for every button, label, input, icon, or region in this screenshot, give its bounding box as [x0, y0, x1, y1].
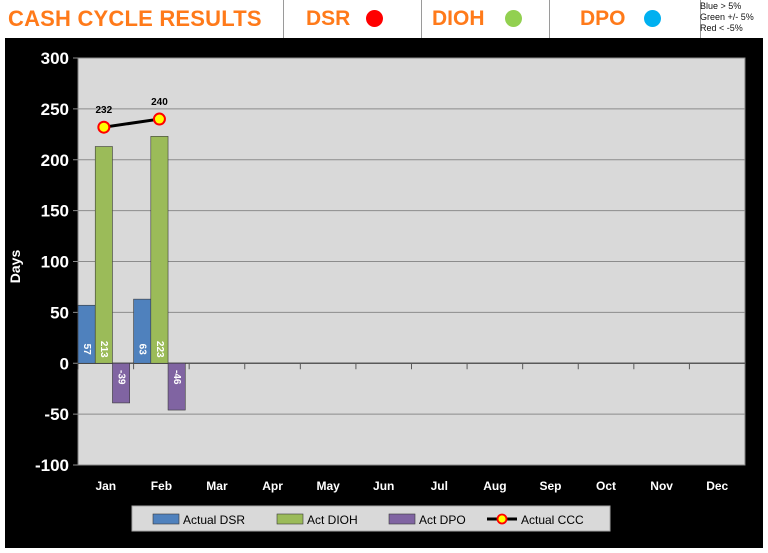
dioh-indicator: DIOH	[421, 0, 549, 38]
cash-cycle-chart: 300 250 200 150 100 50 0 -50 -100 Days Jan Feb Mar Ap…	[5, 38, 763, 548]
x-tick-label: Jan	[95, 479, 116, 493]
legend-dsr-swatch	[152, 513, 180, 525]
dpo-bar	[167, 362, 186, 411]
dpo-status-dot-icon	[644, 10, 661, 27]
dsr-indicator: DSR	[283, 0, 421, 38]
chart-svg: 300 250 200 150 100 50 0 -50 -100 Days Jan Feb Mar Ap…	[7, 49, 746, 532]
x-tick-label: Aug	[483, 479, 506, 493]
y-tick-label: 200	[41, 151, 69, 170]
dpo-bar-value-label: -39	[115, 370, 126, 385]
x-tick-label: Feb	[151, 479, 172, 493]
ccc-marker	[97, 120, 111, 134]
dioh-bar-value-label: 223	[154, 341, 165, 358]
x-tick-label: Apr	[262, 479, 283, 493]
ccc-value-label: 240	[151, 97, 168, 108]
y-tick-label: -100	[35, 456, 69, 475]
threshold-notes: Blue > 5% Green +/- 5% Red < -5%	[700, 1, 754, 34]
ccc-value-label: 232	[96, 105, 113, 116]
ccc-marker	[152, 112, 166, 126]
x-tick-label: Dec	[706, 479, 728, 493]
y-tick-label: 50	[50, 303, 69, 322]
dioh-bar	[94, 146, 113, 364]
threshold-note-green: Green +/- 5%	[700, 12, 754, 22]
page-title: CASH CYCLE RESULTS	[8, 6, 262, 31]
y-tick-label: -50	[44, 405, 69, 424]
legend-ccc-label: Actual CCC	[521, 513, 584, 527]
y-tick-label: 150	[41, 202, 69, 221]
x-tick-label: Jun	[373, 479, 394, 493]
dioh-status-dot-icon	[505, 10, 522, 27]
ccc-line	[103, 117, 160, 129]
y-tick-label: 300	[41, 49, 69, 68]
dpo-indicator-label: DPO	[580, 7, 626, 30]
legend-dsr-label: Actual DSR	[183, 513, 245, 527]
legend-dpo-swatch	[388, 513, 416, 525]
x-tick-label: Sep	[539, 479, 561, 493]
dioh-indicator-label: DIOH	[432, 7, 485, 30]
dsr-bar-value-label: 57	[81, 344, 92, 356]
x-tick-label: May	[316, 479, 340, 493]
y-tick-label: 0	[60, 354, 69, 373]
dsr-status-dot-icon	[366, 10, 383, 27]
header-bar: CASH CYCLE RESULTS DSR DIOH DPO Blue > 5…	[0, 0, 768, 38]
x-tick-label: Nov	[650, 479, 673, 493]
y-tick-label: 250	[41, 100, 69, 119]
legend-dpo-label: Act DPO	[419, 513, 466, 527]
legend-ccc-marker-swatch	[496, 513, 508, 525]
dioh-bar	[150, 136, 169, 364]
threshold-note-blue: Blue > 5%	[700, 1, 742, 11]
dsr-bar-value-label: 63	[137, 344, 148, 356]
y-axis-title: Days	[7, 250, 23, 284]
dpo-bar-value-label: -46	[171, 370, 182, 385]
chart-legend: Actual DSR Act DIOH Act DPO Actual CCC	[131, 505, 611, 532]
x-tick-label: Oct	[596, 479, 616, 493]
x-tick-label: Mar	[206, 479, 228, 493]
threshold-note-red: Red < -5%	[700, 23, 743, 33]
x-tick-label: Jul	[431, 479, 448, 493]
y-tick-label: 100	[41, 253, 69, 272]
legend-dioh-label: Act DIOH	[307, 513, 358, 527]
dpo-indicator: DPO	[549, 0, 701, 38]
legend-dioh-swatch	[276, 513, 304, 525]
dpo-bar	[112, 362, 130, 404]
dsr-indicator-label: DSR	[306, 7, 351, 30]
dioh-bar-value-label: 213	[98, 341, 109, 358]
legend-box	[131, 505, 611, 532]
bottom-strip	[0, 548, 768, 553]
